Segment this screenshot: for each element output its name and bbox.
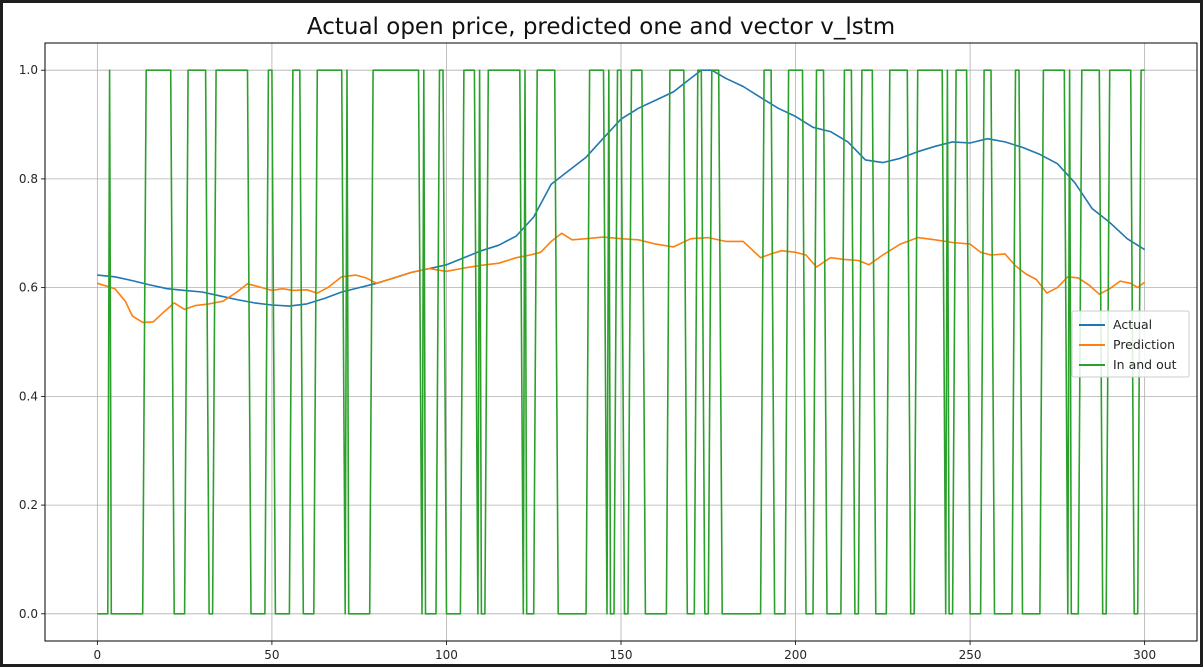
x-tick-label: 0: [94, 648, 102, 662]
legend-box: [1071, 310, 1190, 378]
y-tick-label: 0.8: [19, 172, 38, 186]
legend-label: Actual: [1113, 317, 1152, 332]
line-chart: Actual open price, predicted one and vec…: [19, 14, 1198, 662]
figure: Actual open price, predicted one and vec…: [3, 3, 1200, 664]
series-line-in-and-out: [97, 69, 1145, 615]
x-tick-label: 300: [1133, 648, 1156, 662]
x-tick-label: 150: [610, 648, 633, 662]
x-tick-label: 200: [784, 648, 807, 662]
y-tick-label: 0.6: [19, 281, 38, 295]
y-tick-label: 0.0: [19, 607, 38, 621]
y-tick-label: 0.2: [19, 498, 38, 512]
y-tick-label: 1.0: [19, 63, 38, 77]
series-lines: [97, 69, 1146, 615]
legend-label: In and out: [1113, 357, 1177, 372]
y-tick-label: 0.4: [19, 389, 38, 403]
series-line-prediction: [97, 232, 1146, 324]
legend: Actual Prediction In and out: [1071, 310, 1190, 378]
x-tick-label: 50: [264, 648, 279, 662]
x-tick-label: 250: [959, 648, 982, 662]
chart-title: Actual open price, predicted one and vec…: [307, 14, 895, 40]
ticks: 0 50 100 150 200 250 300 0.0 0.2 0.4 0.6 0.8 1.0: [19, 63, 1156, 662]
x-tick-label: 100: [435, 648, 458, 662]
legend-label: Prediction: [1113, 337, 1175, 352]
